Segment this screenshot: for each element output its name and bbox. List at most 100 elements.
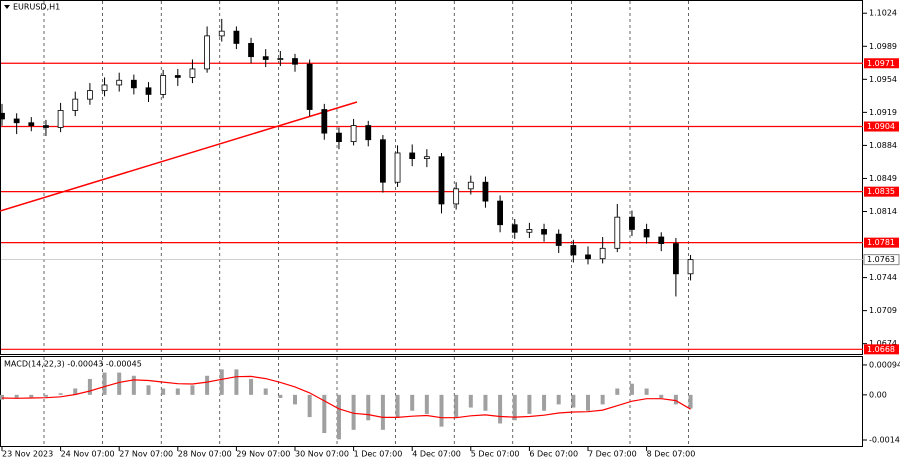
- candle-body: [336, 132, 342, 143]
- candle-body: [379, 139, 386, 183]
- macd-bar: [644, 388, 649, 395]
- macd-bar: [571, 394, 576, 408]
- candle-body: [277, 58, 284, 60]
- y-tick-label: -0.00142: [869, 436, 900, 445]
- candle-body: [673, 243, 679, 275]
- main-pane: [0, 0, 863, 355]
- macd-title: MACD(14,22,3) -0.00043 -0.00045: [4, 360, 142, 369]
- macd-bar: [73, 388, 78, 395]
- candle-body: [306, 63, 313, 110]
- candle-body: [365, 125, 372, 141]
- macd-bar: [410, 394, 415, 411]
- candle-body: [687, 259, 694, 275]
- macd-bar: [278, 394, 283, 399]
- macd-bar: [131, 375, 136, 395]
- y-tick-label: 1.1024: [869, 9, 897, 18]
- chart-title: EURUSD,H1: [13, 3, 60, 12]
- candle-body: [72, 98, 79, 111]
- macd-bar: [542, 394, 547, 411]
- candle-body: [57, 110, 64, 128]
- y-tick-label: 1.0954: [869, 75, 897, 84]
- macd-bar: [219, 369, 224, 395]
- y-tick-label: 1.0919: [869, 108, 897, 117]
- macd-bar: [14, 394, 19, 399]
- candle-body: [409, 152, 416, 160]
- x-tick-label: 24 Nov 07:00: [61, 450, 115, 459]
- macd-bar: [439, 394, 444, 427]
- y-tick-label: 1.0989: [869, 42, 897, 51]
- candle-body: [101, 84, 108, 92]
- level-label: 1.0971: [867, 59, 895, 68]
- trend-line: [0, 101, 358, 212]
- candle-body: [526, 229, 533, 233]
- macd-bar: [29, 394, 34, 398]
- candle-body: [555, 233, 562, 246]
- x-tick-label: 6 Dec 07:00: [529, 450, 578, 459]
- candle-body: [28, 122, 35, 126]
- y-tick-label: 0.00094: [869, 360, 900, 369]
- candle-body: [292, 58, 298, 65]
- candle-body: [511, 224, 518, 233]
- level-label-box: [864, 58, 899, 69]
- macd-bar: [146, 385, 151, 395]
- candle-body: [350, 125, 357, 143]
- macd-bar: [454, 394, 459, 418]
- macd-bar: [58, 393, 63, 395]
- macd-bar: [87, 378, 92, 395]
- candle-body: [116, 79, 123, 86]
- y-tick-label: 1.0849: [869, 174, 897, 183]
- level-label-box: [864, 121, 899, 132]
- candle-body: [438, 156, 445, 205]
- x-tick-label: 8 Dec 07:00: [647, 450, 696, 459]
- candle-body: [174, 75, 181, 78]
- macd-bar: [600, 394, 605, 405]
- macd-pane: [0, 356, 863, 447]
- candle-body: [248, 43, 254, 58]
- x-tick-label: 7 Dec 07:00: [588, 450, 637, 459]
- macd-bar: [556, 394, 561, 405]
- x-tick-label: 29 Nov 07:00: [236, 450, 290, 459]
- current-price-label: 1.0763: [867, 255, 895, 264]
- candle-body: [643, 229, 650, 238]
- level-label-box: [864, 237, 899, 248]
- candle-body: [614, 216, 621, 249]
- macd-bar: [512, 394, 517, 421]
- macd-bar: [527, 394, 532, 414]
- macd-bar: [102, 372, 107, 395]
- current-price-box: [863, 254, 900, 266]
- macd-bar: [161, 388, 166, 395]
- macd-bar: [673, 394, 678, 405]
- macd-bar: [307, 394, 312, 418]
- macd-bar: [659, 394, 664, 399]
- macd-bar: [629, 383, 634, 395]
- macd-bar: [366, 394, 371, 421]
- candle-body: [189, 68, 196, 78]
- x-tick-label: 30 Nov 07:00: [295, 450, 349, 459]
- macd-bar: [615, 388, 620, 395]
- candle-body: [423, 156, 430, 160]
- macd-bar: [395, 394, 400, 418]
- x-tick-label: 23 Nov 2023: [2, 450, 53, 459]
- y-tick-label: 1.0674: [869, 339, 897, 348]
- x-tick-label: 27 Nov 07:00: [119, 450, 173, 459]
- candle-body: [43, 125, 49, 128]
- level-label-box: [864, 344, 899, 355]
- macd-bar: [322, 394, 327, 434]
- x-tick-label: 28 Nov 07:00: [178, 450, 232, 459]
- macd-bar: [586, 394, 590, 411]
- macd-bar: [175, 388, 180, 395]
- macd-bar: [380, 394, 385, 430]
- candle-body: [482, 181, 489, 202]
- macd-bar: [43, 394, 48, 397]
- y-tick-label: 1.0814: [869, 207, 897, 216]
- candle-body: [658, 236, 665, 244]
- level-label: 1.0781: [867, 238, 895, 247]
- candle-body: [145, 87, 152, 95]
- y-tick-label: 1.0709: [869, 306, 897, 315]
- macd-bar: [498, 394, 503, 424]
- candle-body: [204, 35, 211, 70]
- candle-body: [453, 188, 460, 205]
- candle-body: [13, 118, 20, 124]
- candle-body: [467, 181, 474, 190]
